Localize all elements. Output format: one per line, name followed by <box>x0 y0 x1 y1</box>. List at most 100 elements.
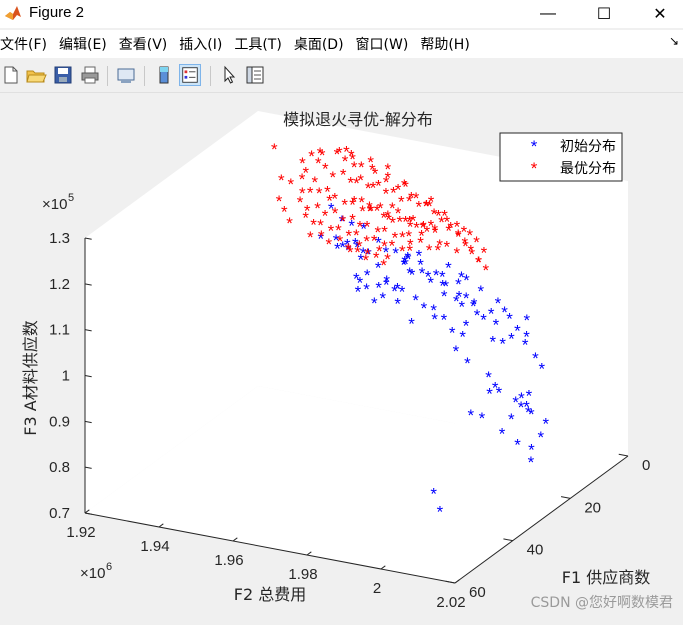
scatter-point: * <box>332 204 339 223</box>
scatter-point: * <box>383 243 390 262</box>
scatter-point: * <box>383 173 390 192</box>
scatter-point: * <box>330 168 337 187</box>
menu-view[interactable]: 查看(V) <box>118 37 168 53</box>
z-tick-label: 0.8 <box>49 459 70 476</box>
scatter-point: * <box>463 271 470 290</box>
z-tick-mark <box>84 420 92 424</box>
scatter-point: * <box>374 202 381 221</box>
y-tick-mark <box>503 538 513 542</box>
menu-window[interactable]: 窗口(W) <box>355 37 409 53</box>
scatter-point: * <box>317 144 324 163</box>
property-inspector-icon[interactable] <box>244 64 266 86</box>
menu-help[interactable]: 帮助(H) <box>420 37 470 53</box>
scatter-point: * <box>371 231 378 250</box>
scatter-point: * <box>481 244 488 263</box>
x-tick-mark <box>306 551 312 556</box>
print-icon[interactable] <box>79 64 101 86</box>
x-tick-mark <box>84 509 90 514</box>
scatter-point: * <box>430 485 437 504</box>
scatter-point: * <box>426 197 433 216</box>
scatter-point: * <box>427 273 434 292</box>
scatter-point: * <box>399 283 406 302</box>
scatter-point: * <box>417 256 424 275</box>
scatter-point: * <box>364 266 371 285</box>
menu-file[interactable]: 文件(F) <box>0 37 47 53</box>
scatter-point: * <box>499 334 506 353</box>
scatter-point: * <box>299 170 306 189</box>
scatter-point: * <box>375 176 382 195</box>
scatter-point: * <box>473 233 480 252</box>
legend[interactable]: * 初始分布 * 最优分布 <box>499 132 623 182</box>
scatter-point: * <box>445 221 452 240</box>
menu-tools[interactable]: 工具(T) <box>234 37 282 53</box>
maximize-button[interactable]: ☐ <box>596 6 612 23</box>
scatter-point: * <box>358 193 365 212</box>
window-titlebar: Figure 2 — ☐ ✕ <box>0 0 683 28</box>
scatter-point: * <box>426 241 433 260</box>
scatter-point: * <box>458 268 465 287</box>
scatter-point: * <box>433 266 440 285</box>
scatter-point: * <box>397 213 404 232</box>
toolbar-separator <box>107 66 108 86</box>
menu-edit[interactable]: 编辑(E) <box>58 37 107 53</box>
z-tick-mark <box>84 466 92 469</box>
scatter-point: * <box>476 253 483 272</box>
z-tick-mark <box>84 375 92 378</box>
scatter-point: * <box>420 219 427 238</box>
scatter-point: * <box>416 247 423 266</box>
menu-bar: 文件(F) 编辑(E) 查看(V) 插入(I) 工具(T) 桌面(D) 窗口(W… <box>0 30 683 58</box>
pointer-icon[interactable] <box>218 64 240 86</box>
scatter-point: * <box>331 190 338 209</box>
scatter-point: * <box>444 238 451 257</box>
scatter-point: * <box>316 184 323 203</box>
scatter-point: * <box>464 354 471 373</box>
scatter-point: * <box>359 202 366 221</box>
scatter-point: * <box>526 387 533 406</box>
scatter3d-plot[interactable]: 1.92 1.94 1.96 1.98 2 2.02 0 20 40 60 0.7 0.8 0.9 1 1.… <box>0 93 683 620</box>
scatter-point: * <box>419 264 426 283</box>
legend-icon[interactable] <box>179 64 201 86</box>
scatter-point: * <box>326 192 333 211</box>
z-axis-label: F3 A材料供应数 <box>21 320 40 435</box>
scatter-point: * <box>493 315 500 334</box>
minimize-button[interactable]: — <box>540 5 556 22</box>
scatter-point: * <box>372 164 379 183</box>
x-tick-label: 1.94 <box>140 538 169 555</box>
scatter-point: * <box>349 195 356 214</box>
menu-desktop[interactable]: 桌面(D) <box>293 37 344 53</box>
scatter-point: * <box>344 236 351 255</box>
z-tick-label: 1.3 <box>49 230 70 247</box>
scatter-point: * <box>496 384 503 403</box>
scatter-point: * <box>420 218 427 237</box>
scatter-point: * <box>395 181 402 200</box>
scatter-point: * <box>271 140 278 159</box>
y-axis-label: F1 供应商数 <box>562 568 650 587</box>
scatter-point: * <box>367 153 374 172</box>
scatter-point: * <box>401 252 408 271</box>
menu-overflow-icon[interactable]: ↘ <box>668 34 679 48</box>
z-exponent-label: ×10 5 <box>42 192 74 213</box>
y-tick-label: 60 <box>469 584 486 601</box>
scatter-point: * <box>417 233 424 252</box>
svg-text:×10: ×10 <box>80 565 105 582</box>
scatter-point: * <box>371 294 378 313</box>
scatter-point: * <box>406 213 413 232</box>
scatter-point: * <box>351 158 358 177</box>
scatter-point: * <box>370 178 377 197</box>
colorbar-icon[interactable] <box>153 64 175 86</box>
x-tick-mark <box>380 565 386 570</box>
new-figure-icon[interactable] <box>0 64 22 86</box>
scatter-point: * <box>358 158 365 177</box>
scatter-point: * <box>438 213 445 232</box>
open-file-icon[interactable] <box>25 64 47 86</box>
svg-text:6: 6 <box>106 561 112 573</box>
close-button[interactable]: ✕ <box>653 6 667 23</box>
link-icon[interactable] <box>115 64 137 86</box>
menu-insert[interactable]: 插入(I) <box>179 37 223 53</box>
scatter-point: * <box>347 173 354 192</box>
scatter-point: * <box>307 228 314 247</box>
scatter-point: * <box>384 250 391 269</box>
save-icon[interactable] <box>52 64 74 86</box>
scatter-point: * <box>303 164 310 183</box>
scatter-point: * <box>348 216 355 235</box>
